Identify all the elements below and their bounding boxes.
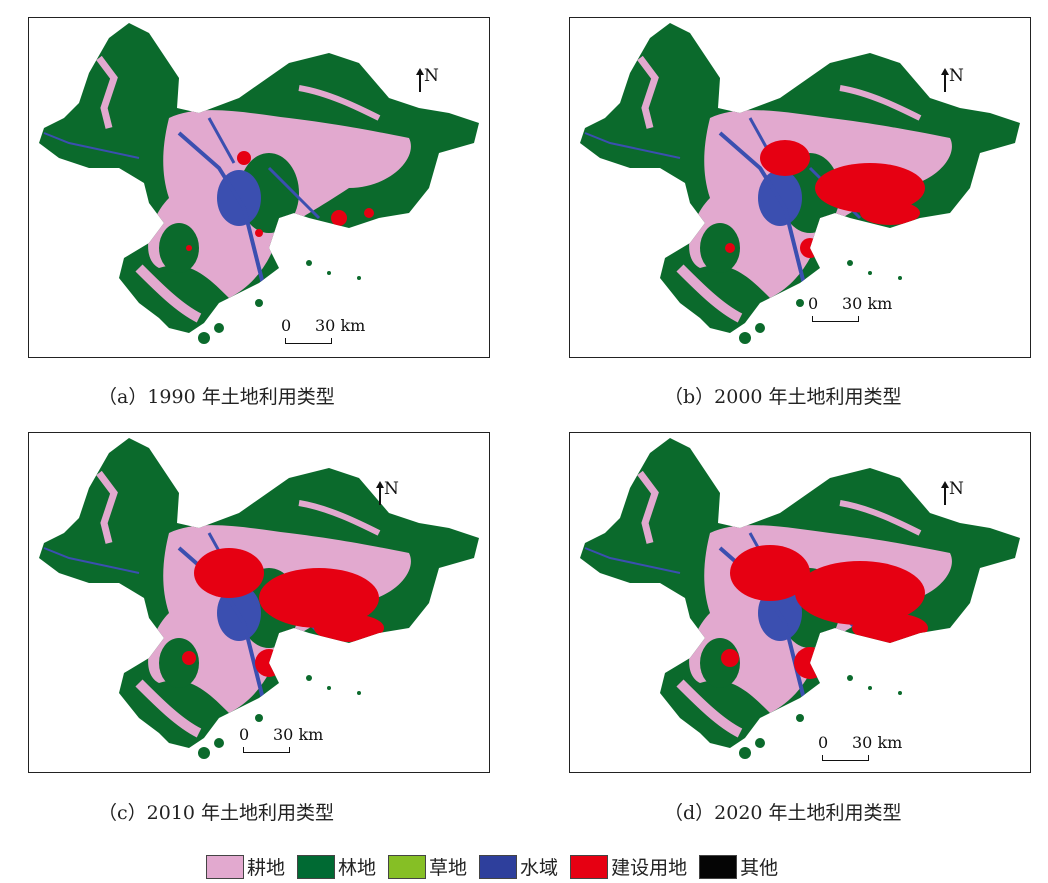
north-label: N <box>949 479 964 499</box>
legend-label: 耕地 <box>247 857 286 879</box>
water-swatch <box>479 854 518 879</box>
construction-swatch <box>570 854 609 879</box>
legend-label: 水域 <box>520 857 559 879</box>
map-panel-2020: N 0 30 km <box>569 432 1031 773</box>
other-swatch <box>699 854 738 879</box>
scale-zero: 0 <box>808 294 819 313</box>
scale-end: 30 km <box>315 316 366 335</box>
scale-end: 30 km <box>842 294 893 313</box>
map-panel-2010: N 0 30 km <box>28 432 490 773</box>
north-arrow-icon <box>416 68 424 92</box>
legend-item-water: 水域 <box>479 853 558 880</box>
legend-label: 其他 <box>740 857 779 879</box>
legend-item-grassland: 草地 <box>388 853 467 880</box>
north-arrow-icon <box>941 68 949 92</box>
land-use-map-2010 <box>29 433 489 772</box>
cropland-swatch <box>206 854 244 879</box>
map-panel-2000: N 0 30 km <box>569 17 1031 358</box>
north-arrow-icon <box>941 481 949 505</box>
north-label: N <box>424 66 439 86</box>
legend-item-other: 其他 <box>699 853 778 880</box>
map-panel-1990: N 0 30 km <box>28 17 490 358</box>
north-label: N <box>384 479 399 499</box>
land-use-map-1990 <box>29 18 489 357</box>
scale-zero: 0 <box>239 725 250 744</box>
map-legend: 耕地 林地 草地 水域 建设用地 其他 <box>206 853 790 880</box>
land-use-map-2020 <box>570 433 1030 772</box>
caption-2020: （d）2020 年土地利用类型 <box>664 802 902 824</box>
forest-swatch <box>297 854 336 879</box>
legend-item-cropland: 耕地 <box>206 853 285 880</box>
legend-label: 林地 <box>338 857 377 879</box>
caption-1990: （a）1990 年土地利用类型 <box>98 386 335 408</box>
north-arrow-icon <box>376 481 384 505</box>
legend-item-construction: 建设用地 <box>570 853 687 880</box>
caption-2010: （c）2010 年土地利用类型 <box>98 802 335 824</box>
caption-2000: （b）2000 年土地利用类型 <box>664 386 902 408</box>
scale-end: 30 km <box>273 725 324 744</box>
scale-zero: 0 <box>281 316 292 335</box>
land-use-map-2000 <box>570 18 1030 357</box>
legend-item-forest: 林地 <box>297 853 376 880</box>
north-label: N <box>949 66 964 86</box>
scale-end: 30 km <box>852 733 903 752</box>
legend-label: 草地 <box>429 857 468 879</box>
grassland-swatch <box>388 854 427 879</box>
scale-zero: 0 <box>818 733 829 752</box>
legend-label: 建设用地 <box>611 857 688 879</box>
